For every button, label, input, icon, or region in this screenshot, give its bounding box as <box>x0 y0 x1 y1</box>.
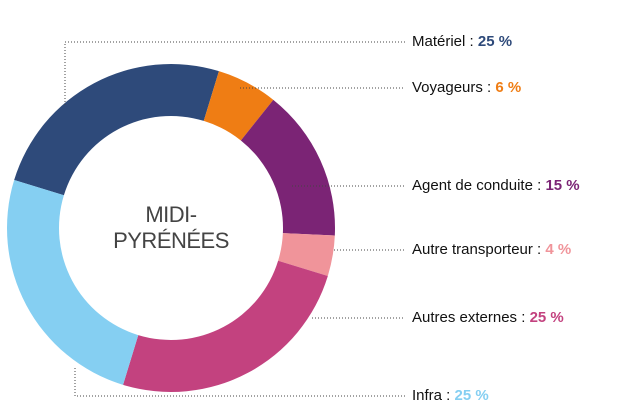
legend-label: Infra : <box>412 387 450 403</box>
donut-slice <box>14 63 219 196</box>
legend-entry: Matériel : 25 % <box>412 33 512 50</box>
donut-slice <box>278 233 335 276</box>
value-label: 25 % <box>478 33 512 50</box>
leader-line <box>74 368 405 397</box>
leader-line <box>64 41 405 105</box>
donut-slice <box>7 180 139 385</box>
legend-entry: Autres externes : 25 % <box>412 309 564 326</box>
donut-slice <box>240 99 335 236</box>
value-label: 25 % <box>455 387 489 403</box>
legend-label: Voyageurs : <box>412 79 491 96</box>
center-label: PYRÉNÉES <box>113 228 229 253</box>
legend-label: Autre transporteur : <box>412 241 541 258</box>
legend-entry: Voyageurs : 6 % <box>412 79 521 96</box>
legend-label: Agent de conduite : <box>412 177 541 194</box>
legend-entry: Autre transporteur : 4 % <box>412 241 571 258</box>
legend-label: Autres externes : <box>412 309 525 326</box>
legend-label: Matériel : <box>412 33 474 50</box>
legend-entry: Infra : 25 % <box>412 387 489 403</box>
legend-entry: Agent de conduite : 15 % <box>412 177 580 194</box>
value-label: 15 % <box>545 177 579 194</box>
center-label: MIDI- <box>145 202 196 227</box>
value-label: 4 % <box>545 241 571 258</box>
value-label: 6 % <box>495 79 521 96</box>
donut-slice <box>123 260 328 392</box>
value-label: 25 % <box>530 309 564 326</box>
